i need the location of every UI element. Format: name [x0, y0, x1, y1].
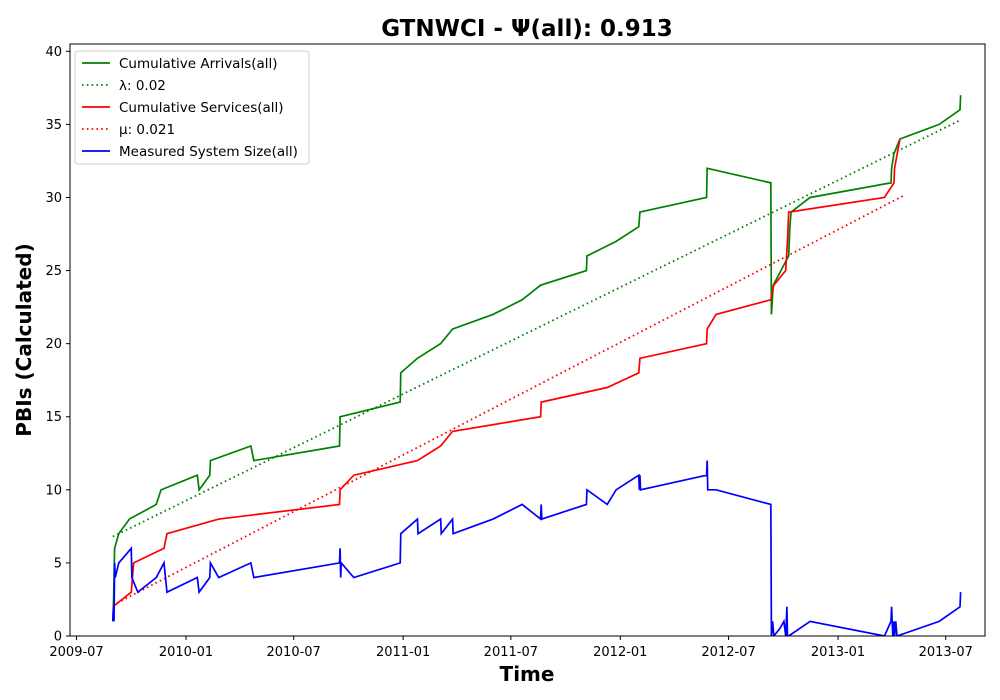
legend-label-0: Cumulative Arrivals(all) [119, 56, 278, 72]
x-tick-label: 2009-07 [49, 645, 103, 660]
x-tick-label: 2011-01 [376, 645, 430, 660]
x-tick-label: 2012-07 [701, 645, 755, 660]
x-axis: 2009-07 2010-01 2010-07 2011-01 2011-07 2012-… [49, 636, 973, 660]
plot-area [111, 95, 962, 636]
x-tick-label: 2013-01 [811, 645, 865, 660]
y-tick-label: 10 [45, 483, 62, 498]
y-tick-label: 25 [45, 264, 62, 279]
x-tick-label: 2012-01 [593, 645, 647, 660]
series-line-4 [111, 460, 962, 636]
y-tick-label: 15 [45, 410, 62, 425]
x-axis-label: Time [500, 662, 555, 686]
legend: Cumulative Arrivals(all) λ: 0.02 Cumulativ… [74, 50, 310, 165]
legend-box [74, 50, 310, 165]
y-axis-label: PBIs (Calculated) [12, 243, 36, 436]
y-tick-label: 40 [45, 45, 62, 60]
legend-label-2: Cumulative Services(all) [119, 100, 284, 116]
x-tick-label: 2010-07 [267, 645, 321, 660]
y-tick-label: 30 [45, 191, 62, 206]
legend-label-4: Measured System Size(all) [119, 144, 298, 160]
x-tick-label: 2011-07 [484, 645, 538, 660]
plot-frame [69, 43, 986, 637]
y-tick-label: 0 [54, 630, 62, 645]
chart-title: GTNWCI - Ψ(all): 0.913 [381, 16, 673, 42]
y-axis: 0 5 10 15 20 25 30 35 40 [45, 45, 70, 645]
legend-label-3: μ: 0.021 [119, 122, 175, 138]
y-tick-label: 35 [45, 118, 62, 133]
y-tick-label: 5 [54, 556, 62, 571]
x-tick-label: 2013-07 [919, 645, 973, 660]
series-line-2 [112, 138, 901, 608]
x-tick-label: 2010-01 [159, 645, 213, 660]
y-tick-label: 20 [45, 337, 62, 352]
series-layer [111, 95, 962, 636]
series-line-0 [111, 95, 962, 622]
legend-label-1: λ: 0.02 [119, 78, 166, 94]
